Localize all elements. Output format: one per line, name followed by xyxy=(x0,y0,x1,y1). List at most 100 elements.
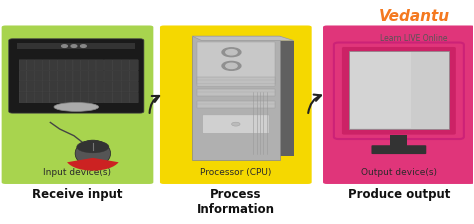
FancyBboxPatch shape xyxy=(73,71,81,81)
Bar xyxy=(197,77,275,84)
Ellipse shape xyxy=(75,140,110,167)
FancyBboxPatch shape xyxy=(81,60,88,70)
FancyBboxPatch shape xyxy=(57,60,65,70)
FancyBboxPatch shape xyxy=(57,82,65,92)
Circle shape xyxy=(226,50,237,55)
FancyBboxPatch shape xyxy=(113,82,121,92)
FancyBboxPatch shape xyxy=(50,82,57,92)
Bar xyxy=(280,41,294,156)
FancyBboxPatch shape xyxy=(42,60,50,70)
FancyBboxPatch shape xyxy=(121,60,130,70)
Bar xyxy=(197,101,275,108)
Polygon shape xyxy=(192,36,294,41)
FancyBboxPatch shape xyxy=(96,71,104,81)
Bar xyxy=(197,89,275,96)
FancyBboxPatch shape xyxy=(334,43,464,139)
FancyBboxPatch shape xyxy=(88,82,96,92)
FancyArrowPatch shape xyxy=(150,96,159,113)
FancyBboxPatch shape xyxy=(130,82,138,92)
Ellipse shape xyxy=(232,122,240,126)
FancyBboxPatch shape xyxy=(104,82,113,92)
FancyBboxPatch shape xyxy=(65,92,73,103)
FancyBboxPatch shape xyxy=(88,71,96,81)
FancyBboxPatch shape xyxy=(57,71,65,81)
FancyBboxPatch shape xyxy=(19,92,27,103)
FancyBboxPatch shape xyxy=(121,82,130,92)
FancyBboxPatch shape xyxy=(202,115,269,134)
FancyBboxPatch shape xyxy=(19,71,27,81)
FancyBboxPatch shape xyxy=(35,71,42,81)
FancyBboxPatch shape xyxy=(121,92,130,103)
FancyArrowPatch shape xyxy=(308,95,321,113)
FancyBboxPatch shape xyxy=(96,60,104,70)
FancyBboxPatch shape xyxy=(35,82,42,92)
FancyBboxPatch shape xyxy=(96,82,104,92)
Text: Process
Information: Process Information xyxy=(197,188,275,216)
FancyBboxPatch shape xyxy=(342,47,456,135)
Bar xyxy=(17,43,136,49)
FancyBboxPatch shape xyxy=(19,60,27,70)
FancyBboxPatch shape xyxy=(81,82,88,92)
Text: Input device(s): Input device(s) xyxy=(44,168,111,177)
Circle shape xyxy=(71,45,77,47)
FancyBboxPatch shape xyxy=(113,60,121,70)
FancyBboxPatch shape xyxy=(27,60,35,70)
FancyBboxPatch shape xyxy=(372,145,426,154)
FancyBboxPatch shape xyxy=(73,60,81,70)
FancyBboxPatch shape xyxy=(35,60,42,70)
Ellipse shape xyxy=(54,103,99,111)
FancyBboxPatch shape xyxy=(42,82,50,92)
FancyBboxPatch shape xyxy=(130,92,138,103)
Ellipse shape xyxy=(77,141,109,153)
Circle shape xyxy=(62,45,67,47)
FancyBboxPatch shape xyxy=(81,71,88,81)
FancyBboxPatch shape xyxy=(57,92,65,103)
Text: Learn LIVE Online: Learn LIVE Online xyxy=(381,34,448,43)
FancyBboxPatch shape xyxy=(104,71,113,81)
FancyBboxPatch shape xyxy=(1,26,154,184)
FancyBboxPatch shape xyxy=(50,71,57,81)
FancyBboxPatch shape xyxy=(50,60,57,70)
Wedge shape xyxy=(67,158,118,171)
FancyBboxPatch shape xyxy=(9,39,144,113)
FancyBboxPatch shape xyxy=(65,71,73,81)
Bar xyxy=(350,52,410,128)
FancyBboxPatch shape xyxy=(81,92,88,103)
Bar xyxy=(197,42,275,86)
FancyBboxPatch shape xyxy=(73,92,81,103)
FancyBboxPatch shape xyxy=(121,71,130,81)
FancyBboxPatch shape xyxy=(65,82,73,92)
FancyBboxPatch shape xyxy=(73,82,81,92)
Bar xyxy=(192,36,280,160)
FancyBboxPatch shape xyxy=(19,82,27,92)
FancyBboxPatch shape xyxy=(42,92,50,103)
FancyBboxPatch shape xyxy=(104,92,113,103)
FancyBboxPatch shape xyxy=(42,71,50,81)
Circle shape xyxy=(81,45,86,47)
Text: Processor (CPU): Processor (CPU) xyxy=(200,168,272,177)
FancyBboxPatch shape xyxy=(35,92,42,103)
FancyBboxPatch shape xyxy=(113,92,121,103)
Circle shape xyxy=(226,63,237,69)
FancyBboxPatch shape xyxy=(65,60,73,70)
FancyBboxPatch shape xyxy=(104,60,113,70)
Circle shape xyxy=(222,61,241,70)
Text: Output device(s): Output device(s) xyxy=(361,168,437,177)
FancyBboxPatch shape xyxy=(88,92,96,103)
Text: Receive input: Receive input xyxy=(33,188,123,201)
Bar xyxy=(349,51,449,129)
Text: Produce output: Produce output xyxy=(348,188,450,201)
FancyBboxPatch shape xyxy=(96,92,104,103)
FancyBboxPatch shape xyxy=(88,60,96,70)
Text: Vedantu: Vedantu xyxy=(379,9,450,24)
FancyBboxPatch shape xyxy=(27,92,35,103)
FancyBboxPatch shape xyxy=(130,71,138,81)
Circle shape xyxy=(222,48,241,57)
FancyBboxPatch shape xyxy=(323,26,474,184)
Bar xyxy=(391,135,407,147)
FancyBboxPatch shape xyxy=(113,71,121,81)
FancyBboxPatch shape xyxy=(130,60,138,70)
FancyBboxPatch shape xyxy=(27,82,35,92)
FancyBboxPatch shape xyxy=(160,26,312,184)
FancyBboxPatch shape xyxy=(27,71,35,81)
